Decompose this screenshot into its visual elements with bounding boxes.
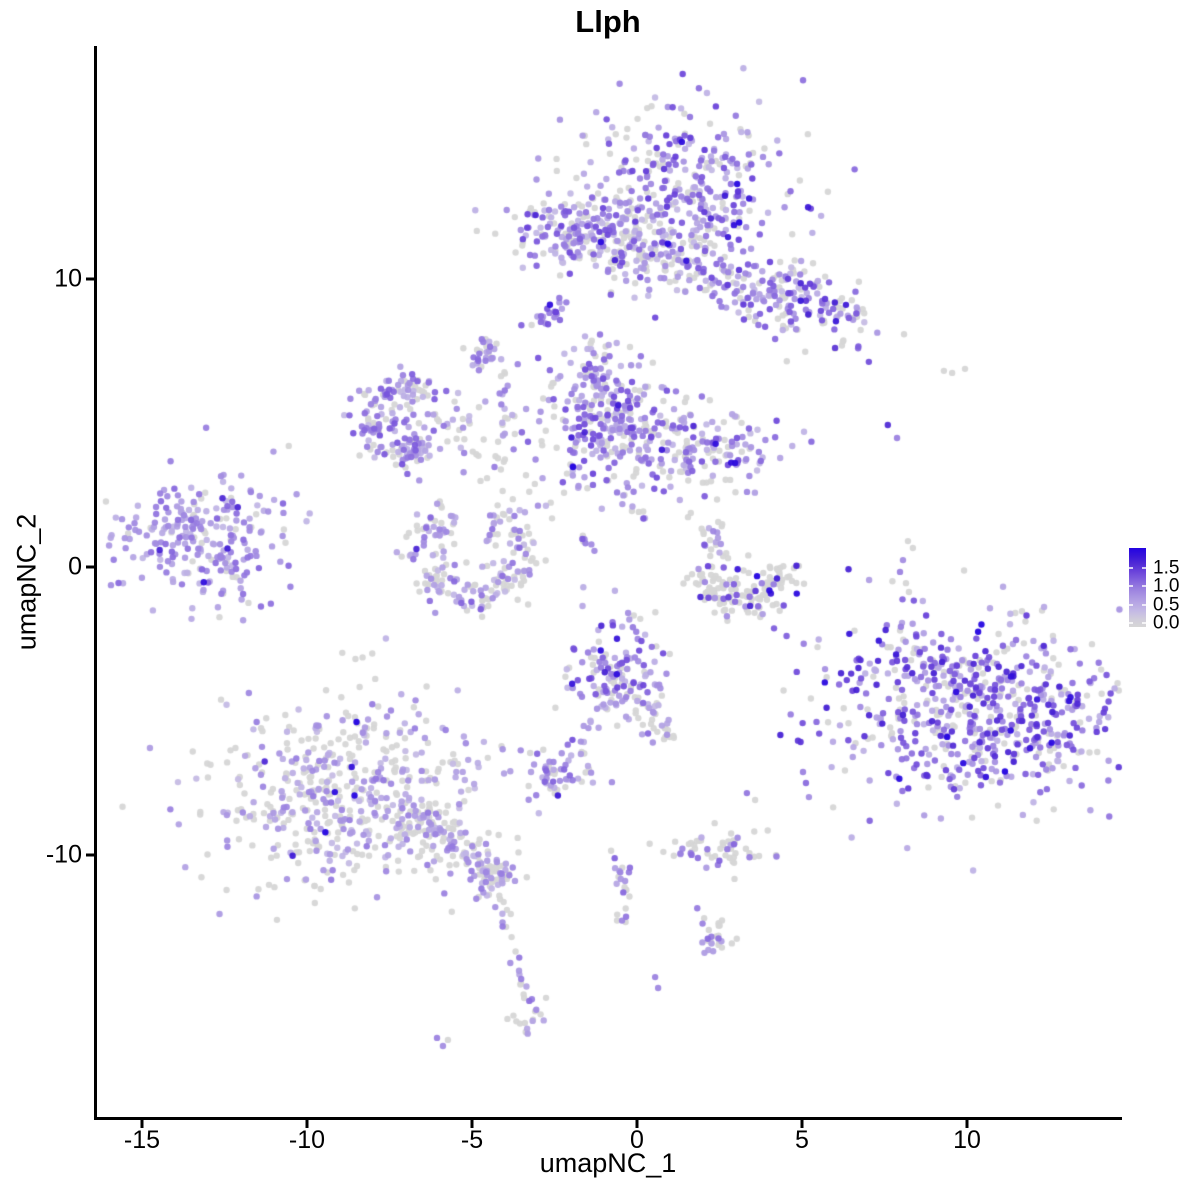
- y-axis-label: umapNC_2: [11, 513, 42, 651]
- legend-tick-label: 0.5: [1153, 594, 1180, 616]
- x-tick-mark: [305, 1120, 309, 1128]
- x-tick-label: -10: [288, 1126, 326, 1154]
- legend-tick-mark: [1142, 622, 1146, 625]
- x-tick-mark: [140, 1120, 144, 1128]
- legend-tick-mark: [1129, 585, 1133, 588]
- y-tick-label: 10: [54, 264, 82, 293]
- x-tick-label: 0: [630, 1126, 644, 1154]
- x-tick-label: 10: [953, 1126, 981, 1154]
- y-tick-mark: [86, 565, 94, 569]
- x-tick-label: 5: [795, 1126, 809, 1154]
- y-tick-label: 0: [68, 552, 82, 581]
- legend-tick-label: 1.5: [1153, 557, 1180, 579]
- legend-tick-mark: [1142, 585, 1146, 588]
- y-tick-label: -10: [45, 840, 82, 869]
- plot-title: Llph: [575, 4, 641, 39]
- y-tick-mark: [86, 853, 94, 857]
- legend-tick-mark: [1142, 566, 1146, 569]
- x-tick-mark: [470, 1120, 474, 1128]
- y-axis-line: [94, 46, 97, 1120]
- legend-colorbar: [1129, 548, 1146, 627]
- legend-tick-label: 0.0: [1153, 612, 1180, 634]
- x-tick-mark: [635, 1120, 639, 1128]
- y-tick-mark: [86, 277, 94, 281]
- legend-tick-mark: [1142, 603, 1146, 606]
- x-tick-label: -15: [123, 1126, 161, 1154]
- x-axis-label: umapNC_1: [539, 1148, 677, 1178]
- x-tick-label: -5: [460, 1126, 484, 1154]
- x-tick-mark: [800, 1120, 804, 1128]
- legend-tick-mark: [1129, 622, 1133, 625]
- legend-tick-mark: [1129, 603, 1133, 606]
- x-tick-mark: [965, 1120, 969, 1128]
- legend-tick-mark: [1129, 566, 1133, 569]
- legend-tick-label: 1.0: [1153, 575, 1180, 597]
- x-axis-line: [94, 1117, 1122, 1120]
